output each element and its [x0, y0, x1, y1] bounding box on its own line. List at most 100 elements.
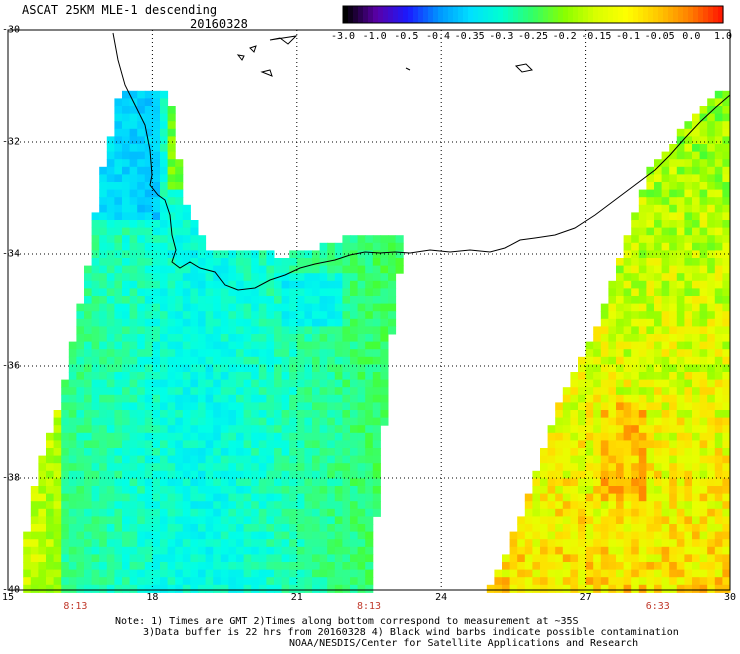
data-cell [365, 417, 374, 426]
data-cell [53, 493, 62, 502]
data-cell [23, 546, 32, 555]
data-cell [220, 516, 229, 525]
data-cell [593, 554, 602, 563]
data-cell [578, 387, 587, 396]
data-cell [251, 417, 260, 426]
data-cell [661, 394, 670, 403]
data-cell [676, 136, 685, 145]
data-cell [304, 356, 313, 365]
data-cell [342, 402, 351, 411]
data-cell [585, 372, 594, 381]
data-cell [714, 501, 723, 510]
data-cell [289, 273, 298, 282]
data-cell [547, 508, 556, 517]
data-cell [388, 265, 397, 274]
data-cell [137, 174, 146, 183]
data-cell [160, 501, 169, 510]
data-cell [296, 318, 305, 327]
data-cell [699, 288, 708, 297]
data-cell [99, 448, 108, 457]
data-cell [585, 501, 594, 510]
data-cell [258, 296, 267, 305]
data-cell [281, 356, 290, 365]
data-cell [236, 501, 245, 510]
data-cell [175, 486, 184, 495]
data-cell [137, 280, 146, 289]
data-cell [76, 410, 85, 419]
data-cell [395, 250, 404, 259]
data-cell [638, 486, 647, 495]
data-cell [152, 432, 161, 441]
data-cell [350, 531, 359, 540]
colorbar-label: 1.0 [713, 31, 733, 42]
data-cell [46, 448, 55, 457]
data-cell [540, 584, 549, 593]
data-cell [228, 258, 237, 267]
data-cell [182, 250, 191, 259]
data-cell [684, 128, 693, 137]
data-cell [395, 235, 404, 244]
data-cell [722, 296, 731, 305]
data-cell [236, 356, 245, 365]
data-cell [654, 432, 663, 441]
data-cell [76, 394, 85, 403]
data-cell [357, 318, 366, 327]
data-cell [228, 486, 237, 495]
data-cell [258, 554, 267, 563]
data-cell [106, 463, 115, 472]
data-cell [175, 288, 184, 297]
data-cell [722, 197, 731, 206]
data-cell [106, 508, 115, 517]
data-cell [342, 318, 351, 327]
data-cell [46, 440, 55, 449]
data-cell [144, 311, 153, 320]
data-cell [152, 204, 161, 213]
data-cell [509, 546, 518, 555]
data-cell [578, 379, 587, 388]
data-cell [661, 250, 670, 259]
data-cell [182, 303, 191, 312]
data-cell [114, 296, 123, 305]
data-cell [91, 334, 100, 343]
data-cell [692, 364, 701, 373]
data-cell [129, 524, 138, 533]
data-cell [350, 318, 359, 327]
data-cell [137, 493, 146, 502]
data-cell [198, 577, 207, 586]
data-cell [91, 311, 100, 320]
data-cell [281, 318, 290, 327]
data-cell [578, 463, 587, 472]
data-cell [334, 554, 343, 563]
data-cell [699, 486, 708, 495]
data-cell [570, 470, 579, 479]
data-cell [600, 387, 609, 396]
data-cell [205, 562, 214, 571]
data-cell [676, 546, 685, 555]
data-cell [167, 470, 176, 479]
data-cell [357, 288, 366, 297]
data-cell [327, 508, 336, 517]
data-cell [654, 463, 663, 472]
data-cell [692, 189, 701, 198]
data-cell [167, 326, 176, 335]
data-cell [380, 379, 389, 388]
data-cell [175, 303, 184, 312]
data-cell [167, 432, 176, 441]
data-cell [236, 539, 245, 548]
data-cell [289, 554, 298, 563]
data-cell [53, 478, 62, 487]
data-cell [84, 379, 93, 388]
data-cell [684, 402, 693, 411]
data-cell [661, 242, 670, 251]
data-cell [319, 455, 328, 464]
data-cell [669, 151, 678, 160]
data-cell [304, 562, 313, 571]
data-cell [76, 493, 85, 502]
data-cell [600, 455, 609, 464]
data-cell [182, 539, 191, 548]
data-cell [707, 341, 716, 350]
data-cell [281, 486, 290, 495]
data-cell [198, 493, 207, 502]
data-cell [144, 531, 153, 540]
data-cell [646, 273, 655, 282]
